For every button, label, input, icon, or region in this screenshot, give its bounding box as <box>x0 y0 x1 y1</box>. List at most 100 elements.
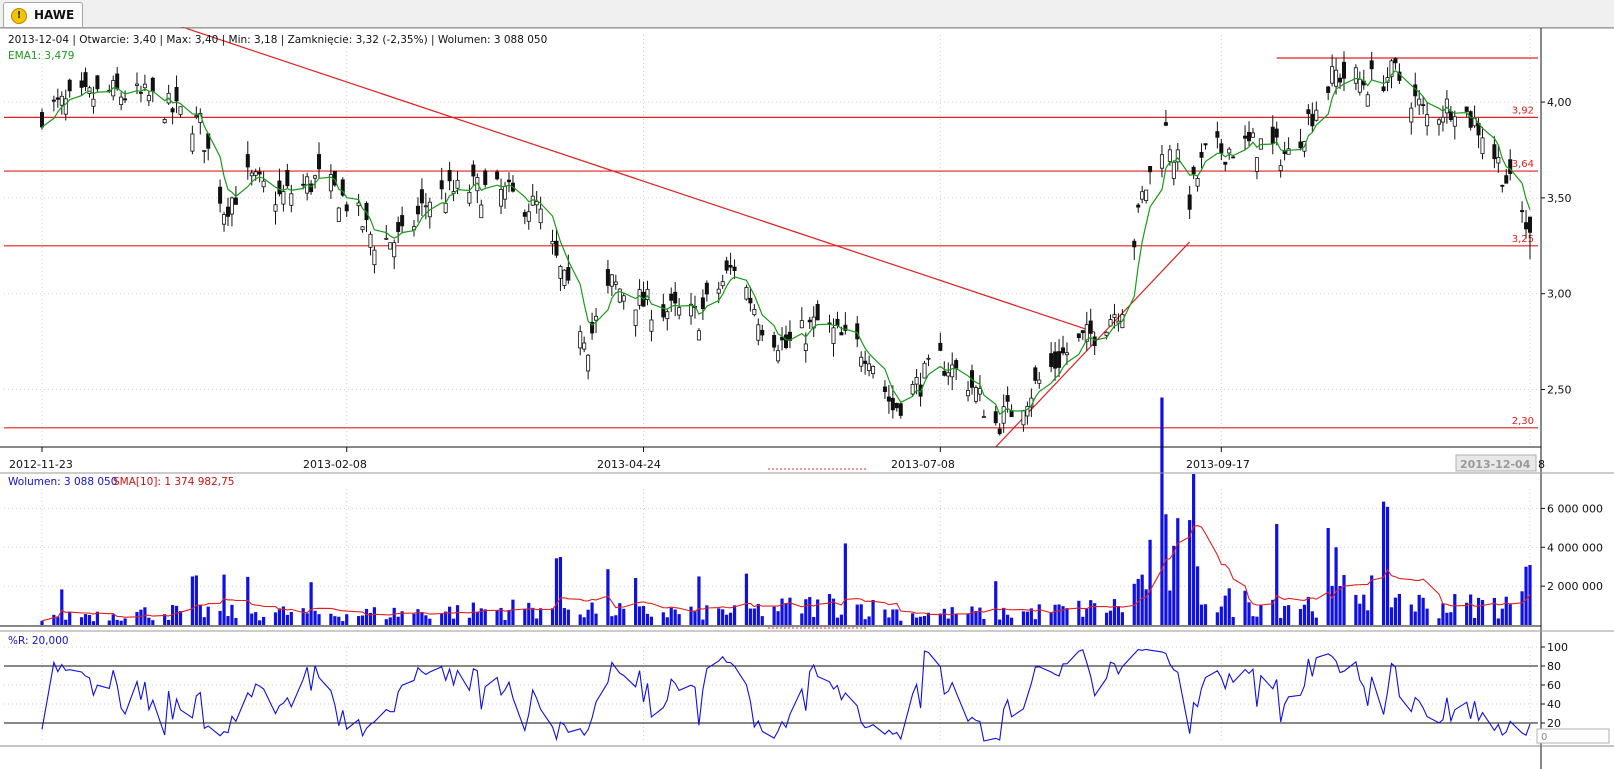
volume-bar-62 <box>388 617 392 625</box>
volume-bar-155 <box>899 620 903 625</box>
candle-body-239 <box>1365 94 1370 107</box>
candle-body-148 <box>863 360 868 364</box>
volume-bar-183 <box>1057 604 1061 625</box>
volume-bar-137 <box>804 599 808 625</box>
volume-bar-82 <box>499 607 503 625</box>
volume-bar-187 <box>1081 616 1085 625</box>
candle-body-6 <box>79 80 84 88</box>
volume-bar-88 <box>531 607 535 625</box>
volume-bar-144 <box>839 614 844 625</box>
candle-body-20 <box>150 77 155 92</box>
volume-bar-228 <box>1306 596 1310 625</box>
volume-bar-73 <box>448 606 452 625</box>
candle-body-207 <box>1191 166 1196 175</box>
volume-bar-74 <box>451 618 456 625</box>
volume-bar-242 <box>1385 506 1390 625</box>
volume-bar-19 <box>147 617 151 625</box>
volume-bar-3 <box>60 589 64 625</box>
volume-bar-149 <box>867 616 871 625</box>
volume-bar-27 <box>194 575 198 625</box>
candle-body-130 <box>760 329 765 336</box>
candle-body-111 <box>661 304 666 318</box>
volume-bar-257 <box>1469 594 1473 625</box>
volume-bar-199 <box>1144 589 1148 625</box>
candle-body-127 <box>748 297 753 304</box>
volume-panel[interactable]: 2 000 000 4 000 000 6 000 000 <box>40 397 1603 625</box>
volume-bar-35 <box>234 617 238 625</box>
candle-body-31 <box>218 186 223 204</box>
price-panel[interactable]: 3,92 3,64 3,25 2,30 2,50 3,00 3,50 4,00 <box>4 27 1572 448</box>
candle-body-142 <box>831 327 836 344</box>
volume-bar-45 <box>289 612 293 625</box>
volume-bar-34 <box>230 604 234 625</box>
candle-body-229 <box>1310 113 1315 127</box>
candle-body-257 <box>1468 111 1473 128</box>
volume-bar-11 <box>107 620 111 625</box>
candle-body-103 <box>613 281 618 285</box>
candle-body-202 <box>1163 122 1168 126</box>
volume-bar-70 <box>428 618 432 625</box>
candle-body-125 <box>732 266 737 271</box>
volume-bar-103 <box>614 615 618 625</box>
candle-body-83 <box>503 185 508 200</box>
candle-body-91 <box>550 240 555 245</box>
price-tick-2: 3,50 <box>1547 192 1572 205</box>
candle-body-36 <box>245 154 250 168</box>
candle-body-90 <box>538 208 543 224</box>
volume-bar-111 <box>661 612 665 625</box>
candle-body-137 <box>803 343 808 351</box>
volume-bar-89 <box>535 618 539 625</box>
candle-body-184 <box>1061 347 1066 354</box>
volume-bar-21 <box>163 614 167 625</box>
candle-body-24 <box>174 87 179 102</box>
candle-body-164 <box>950 364 955 378</box>
candle-body-198 <box>1140 191 1145 200</box>
candle-body-225 <box>1286 148 1291 155</box>
candle-body-192 <box>1108 319 1113 327</box>
candle-body-136 <box>799 320 804 329</box>
candle-body-260 <box>1480 137 1485 155</box>
volume-bar-52 <box>333 616 337 625</box>
tab-hawe[interactable]: ! HAWE <box>3 2 83 27</box>
volume-bar-122 <box>721 609 725 625</box>
candle-body-29 <box>202 150 207 152</box>
candle-body-73 <box>447 170 452 182</box>
volume-bar-209 <box>1199 604 1204 625</box>
volume-bar-163 <box>946 618 950 625</box>
volume-bar-252 <box>1441 603 1445 625</box>
stock-chart[interactable]: 3,92 3,64 3,25 2,30 2,50 3,00 3,50 4,00 2 000 0… <box>0 27 1614 769</box>
wr-tick-3: 80 <box>1547 660 1561 673</box>
volume-tick-1: 4 000 000 <box>1547 541 1603 554</box>
volume-bar-230 <box>1314 617 1318 625</box>
candle-body-81 <box>495 171 500 180</box>
volume-bar-240 <box>1370 575 1374 625</box>
candle-body-102 <box>609 274 614 287</box>
volume-bar-219 <box>1255 616 1259 625</box>
volume-bar-4 <box>64 619 68 625</box>
candle-body-251 <box>1436 119 1441 125</box>
candle-body-253 <box>1444 98 1449 114</box>
candle-body-233 <box>1334 69 1339 87</box>
volume-bar-85 <box>511 599 515 625</box>
candle-body-208 <box>1195 178 1200 187</box>
level-label-2: 3,25 <box>1512 234 1534 245</box>
volume-bar-0 <box>40 620 44 625</box>
level-label-1: 3,64 <box>1512 159 1534 170</box>
candle-body-232 <box>1330 66 1335 84</box>
candle-body-149 <box>867 363 872 371</box>
volume-bar-212 <box>1219 606 1223 625</box>
volume-bar-195 <box>1120 612 1124 625</box>
candle-body-55 <box>344 204 349 212</box>
volume-bar-125 <box>732 605 737 625</box>
williams-r-panel[interactable]: 20 40 60 80 100 <box>4 641 1568 742</box>
volume-bar-266 <box>1520 591 1524 625</box>
candle-body-119 <box>700 297 705 309</box>
volume-bar-261 <box>1492 597 1496 625</box>
candle-body-110 <box>649 319 654 332</box>
candle-body-144 <box>839 332 844 336</box>
candle-body-140 <box>815 303 820 321</box>
volume-bar-64 <box>396 616 400 625</box>
candle-body-34 <box>229 197 234 215</box>
volume-bar-126 <box>744 573 749 625</box>
volume-bar-37 <box>250 613 254 625</box>
